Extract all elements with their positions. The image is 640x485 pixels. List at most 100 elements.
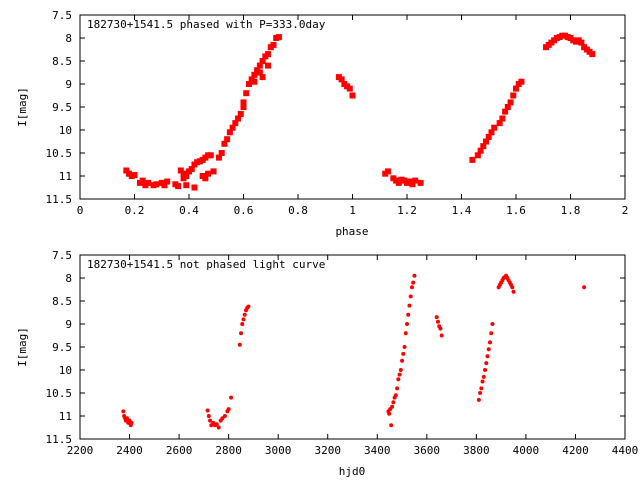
data-point (491, 124, 498, 131)
data-point (183, 182, 190, 189)
y-tick-label: 10 (59, 364, 72, 377)
x-tick-label: 3400 (364, 444, 391, 457)
data-point (435, 319, 440, 324)
y-axis-ticks: 7.5 8 8.5 9 9.5 10 10.5 11 11.5 (46, 249, 625, 446)
data-point (346, 85, 353, 92)
data-point (391, 400, 396, 405)
data-point (409, 181, 416, 188)
y-tick-label: 9 (65, 318, 72, 331)
data-point (496, 120, 503, 127)
data-point (397, 372, 402, 377)
data-point (513, 85, 519, 92)
data-point (483, 368, 488, 372)
data-point (232, 120, 239, 127)
data-point (478, 391, 483, 395)
data-point (502, 108, 509, 115)
data-point (145, 179, 152, 186)
x-tick-label: 2800 (215, 444, 242, 457)
data-point (239, 331, 244, 336)
y-tick-label: 8 (65, 32, 72, 45)
data-point (477, 147, 484, 154)
x-tick-label: 3000 (265, 444, 292, 457)
data-point (389, 423, 394, 428)
data-point (405, 322, 409, 326)
data-point (242, 312, 247, 317)
data-point (582, 285, 587, 290)
data-point (484, 361, 489, 366)
data-point (161, 182, 168, 189)
plot-frame (79, 254, 626, 440)
data-point (206, 414, 211, 418)
y-tick-label: 7.5 (52, 9, 72, 22)
data-point (153, 181, 160, 188)
data-point (409, 285, 414, 290)
data-point (240, 104, 247, 110)
y-tick-label: 10.5 (46, 387, 73, 400)
x-tick-label: 1.8 (561, 204, 581, 217)
data-point (224, 136, 231, 143)
data-point (403, 331, 408, 336)
x-tick-label: 2 (622, 204, 629, 217)
data-point (205, 408, 210, 413)
data-point (164, 178, 171, 185)
data-point (221, 140, 228, 147)
phased-light-curve-panel: 0 0.2 0.4 0.6 0.8 1 1.2 1.4 1.6 1.8 2 7.5 8 8.5 9 9.5 1… (16, 9, 628, 238)
data-point (486, 347, 491, 352)
data-point (480, 143, 487, 150)
y-tick-label: 11.5 (46, 193, 73, 206)
data-point (202, 175, 209, 182)
x-tick-label: 4400 (612, 444, 639, 457)
y-tick-label: 11.5 (46, 433, 73, 446)
data-point (398, 368, 403, 372)
x-axis-ticks: 0 0.2 0.4 0.6 0.8 1 1.2 1.4 1.6 1.8 2 (77, 15, 629, 217)
x-tick-label: 3200 (314, 444, 341, 457)
data-point (180, 175, 187, 182)
data-point (578, 39, 585, 46)
data-point (387, 411, 392, 416)
data-point (259, 74, 266, 81)
chart-title: 182730+1541.5 phased with P=333.0day (87, 18, 326, 31)
data-point (395, 179, 402, 186)
data-point (216, 425, 221, 430)
data-point (417, 179, 424, 186)
data-point (490, 322, 495, 326)
data-point (349, 92, 356, 99)
data-point (123, 167, 130, 174)
data-point (175, 183, 182, 190)
data-point (226, 407, 231, 412)
x-tick-label: 2600 (166, 444, 193, 457)
data-point (237, 110, 244, 117)
data-point (400, 358, 405, 363)
data-point (395, 386, 400, 391)
x-tick-label: 3800 (463, 444, 490, 457)
y-tick-label: 11 (59, 170, 72, 183)
x-tick-label: 1 (349, 204, 356, 217)
data-points (121, 273, 587, 430)
x-tick-label: 2200 (67, 444, 94, 457)
data-point (407, 303, 412, 308)
x-tick-label: 4200 (562, 444, 589, 457)
data-point (499, 115, 506, 122)
data-point (210, 168, 217, 175)
data-point (246, 304, 251, 309)
x-tick-label: 0.8 (288, 204, 308, 217)
data-points (123, 32, 596, 191)
x-axis-ticks: 2200 2400 2600 2800 3000 3200 3400 3600 3800 4000… (67, 255, 639, 457)
data-point (589, 51, 596, 58)
data-point (489, 331, 494, 336)
data-point (469, 156, 476, 163)
x-tick-label: 1.4 (452, 204, 472, 217)
data-point (438, 326, 443, 331)
data-point (270, 41, 277, 48)
data-point (218, 150, 225, 156)
data-point (191, 184, 198, 191)
data-point (393, 393, 398, 398)
data-point (265, 51, 272, 58)
data-point (406, 312, 411, 317)
y-tick-label: 9.5 (52, 341, 72, 354)
data-point (205, 170, 212, 177)
data-point (226, 129, 233, 136)
data-point (240, 99, 247, 106)
y-tick-label: 11 (59, 410, 72, 423)
data-point (485, 354, 490, 359)
